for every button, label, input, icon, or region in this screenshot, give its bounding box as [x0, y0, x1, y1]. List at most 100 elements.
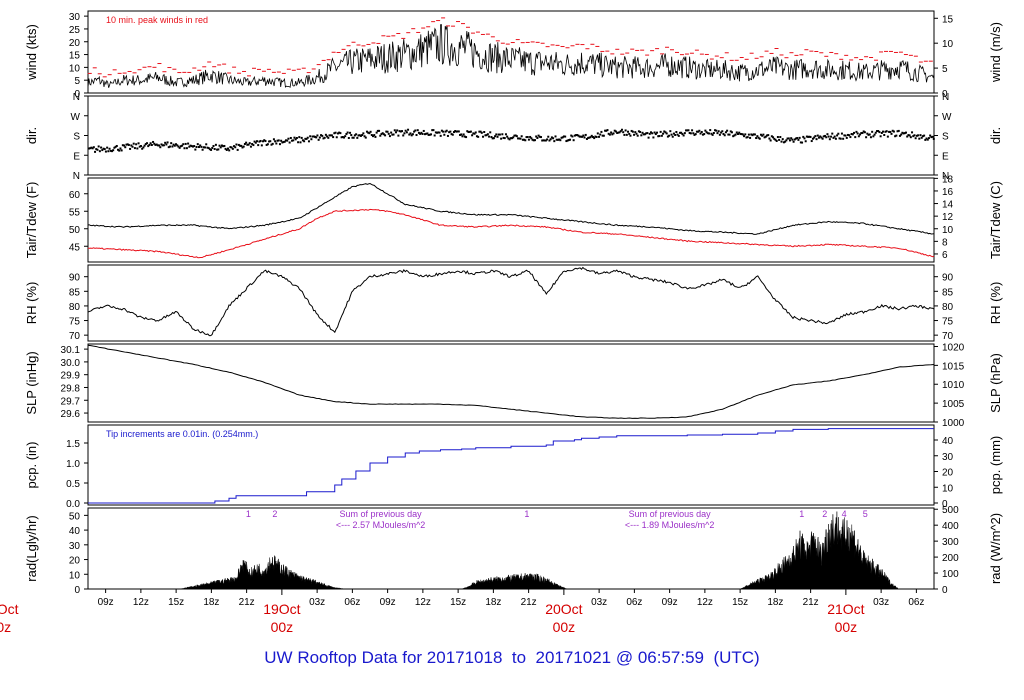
wind-direction-point [525, 136, 528, 139]
wind-direction-point [322, 137, 325, 140]
wind-direction-point [339, 132, 342, 135]
wind-direction-point [334, 131, 337, 134]
wind-direction-point [347, 137, 350, 140]
wind-ytick-label-right: 0 [942, 89, 948, 100]
wind-direction-point [430, 133, 433, 136]
wind-direction-point [390, 131, 393, 134]
temp-panel-frame [87, 177, 935, 263]
pcp-ylabel-left: pcp. (in) [24, 442, 39, 489]
wind-direction-point [491, 137, 494, 140]
wind-direction-point [759, 133, 762, 136]
x-hour-tick-label: 21z [803, 597, 819, 608]
wind-direction-point [544, 139, 547, 142]
wind-direction-point [284, 139, 287, 142]
wind-direction-point [637, 130, 640, 133]
wind-direction-point [306, 136, 309, 139]
wind-direction-point [270, 143, 273, 146]
wind-direction-point [715, 129, 718, 132]
rad-ytick-label-right: 100 [942, 569, 959, 580]
wind-direction-point [646, 132, 649, 135]
wind-direction-point [654, 133, 657, 136]
wind-direction-point [277, 139, 280, 142]
x-date-label: 20Oct [545, 601, 582, 617]
wind-direction-point [721, 130, 724, 133]
rh-ytick-label-right: 90 [942, 273, 954, 284]
wind-direction-point [153, 142, 156, 145]
wind-direction-point [668, 134, 671, 137]
temp-ytick-label-left: 50 [69, 225, 81, 236]
wind-direction-point [133, 147, 136, 150]
wind-direction-point [271, 142, 274, 145]
wind-direction-point [503, 137, 506, 140]
wind-direction-point [108, 147, 111, 150]
wind-direction-point [610, 131, 613, 134]
rh-ytick-label-left: 90 [69, 273, 81, 284]
wind-direction-point [309, 135, 312, 138]
wind-direction-point [293, 136, 296, 139]
wind-direction-point [844, 134, 847, 137]
wind-direction-point [243, 142, 246, 145]
wind-direction-point [855, 130, 858, 133]
rad-peak-annotation: 1 [524, 509, 529, 519]
wind-direction-point [471, 134, 474, 137]
wind-direction-point [518, 137, 521, 140]
wind-direction-point [231, 147, 234, 150]
wind-direction-point [218, 144, 221, 147]
wind-direction-point [191, 145, 194, 148]
wind-direction-point [524, 139, 527, 142]
x-hour-tick-label: 21z [239, 597, 255, 608]
wind-direction-point [681, 133, 684, 136]
wind-direction-point [369, 130, 372, 133]
wind-direction-point [764, 135, 767, 138]
wind-direction-point [207, 147, 210, 150]
dir-panel-frame [87, 95, 935, 176]
wind-direction-point [623, 133, 626, 136]
wind-direction-point [562, 135, 565, 138]
wind-direction-point [496, 135, 499, 138]
wind-direction-point [526, 135, 529, 138]
wind-direction-point [583, 136, 586, 139]
wind-direction-point [380, 133, 383, 136]
x-hour-tick-label: 06z [908, 597, 924, 608]
wind-direction-point [358, 134, 361, 137]
pcp-ytick-label-left: 1.5 [66, 439, 80, 450]
wind-direction-point [535, 135, 538, 138]
wind-direction-point [824, 134, 827, 137]
wind-direction-point [796, 137, 799, 140]
wind-direction-point [433, 134, 436, 137]
wind-direction-point [164, 141, 167, 144]
wind-direction-point [571, 135, 574, 138]
wind-direction-point [553, 140, 556, 143]
wind-direction-point [460, 133, 463, 136]
wind-direction-point [115, 144, 118, 147]
wind-direction-point [871, 130, 874, 133]
wind-direction-point [98, 150, 101, 153]
x-hour-tick-label: 12z [415, 597, 431, 608]
wind-direction-point [697, 130, 700, 133]
wind-direction-point [930, 136, 933, 139]
rh-ylabel-right: RH (%) [988, 282, 1003, 325]
dir-ylabel-left: dir. [24, 127, 39, 144]
wind-direction-point [405, 131, 408, 134]
wind-direction-point [328, 134, 331, 137]
x-date-hour-label: 00z [553, 619, 576, 635]
wind-direction-point [171, 145, 174, 148]
wind-direction-point [718, 133, 721, 136]
wind-direction-point [542, 139, 545, 142]
wind-direction-point [635, 132, 638, 135]
wind-direction-point [421, 132, 424, 135]
x-hour-tick-label: 09z [662, 597, 678, 608]
wind-direction-point [173, 144, 176, 147]
wind-direction-point [537, 134, 540, 137]
wind-direction-point [868, 133, 871, 136]
wind-direction-point [376, 129, 379, 132]
wind-direction-point [671, 135, 674, 138]
wind-direction-point [817, 136, 820, 139]
wind-direction-point [519, 137, 522, 140]
wind-direction-point [452, 131, 455, 134]
wind-direction-point [89, 147, 92, 150]
wind-direction-point [276, 139, 279, 142]
wind-direction-point [746, 136, 749, 139]
wind-direction-point [242, 145, 245, 148]
wind-direction-point [467, 131, 470, 134]
